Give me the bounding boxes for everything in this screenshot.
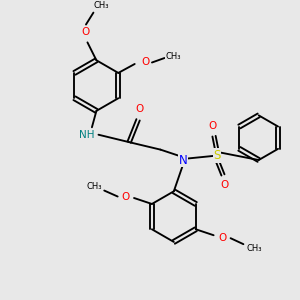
Text: CH₃: CH₃: [86, 182, 102, 190]
Text: O: O: [136, 104, 144, 114]
Text: O: O: [218, 233, 227, 243]
Text: CH₃: CH₃: [246, 244, 262, 253]
Text: S: S: [213, 149, 221, 162]
Text: NH: NH: [79, 130, 94, 140]
Text: CH₃: CH₃: [166, 52, 181, 61]
Text: CH₃: CH₃: [93, 1, 109, 10]
Text: O: O: [220, 180, 229, 190]
Text: O: O: [82, 27, 90, 37]
Text: O: O: [141, 58, 149, 68]
Text: O: O: [121, 191, 129, 202]
Text: O: O: [208, 121, 217, 131]
Text: N: N: [178, 154, 187, 166]
